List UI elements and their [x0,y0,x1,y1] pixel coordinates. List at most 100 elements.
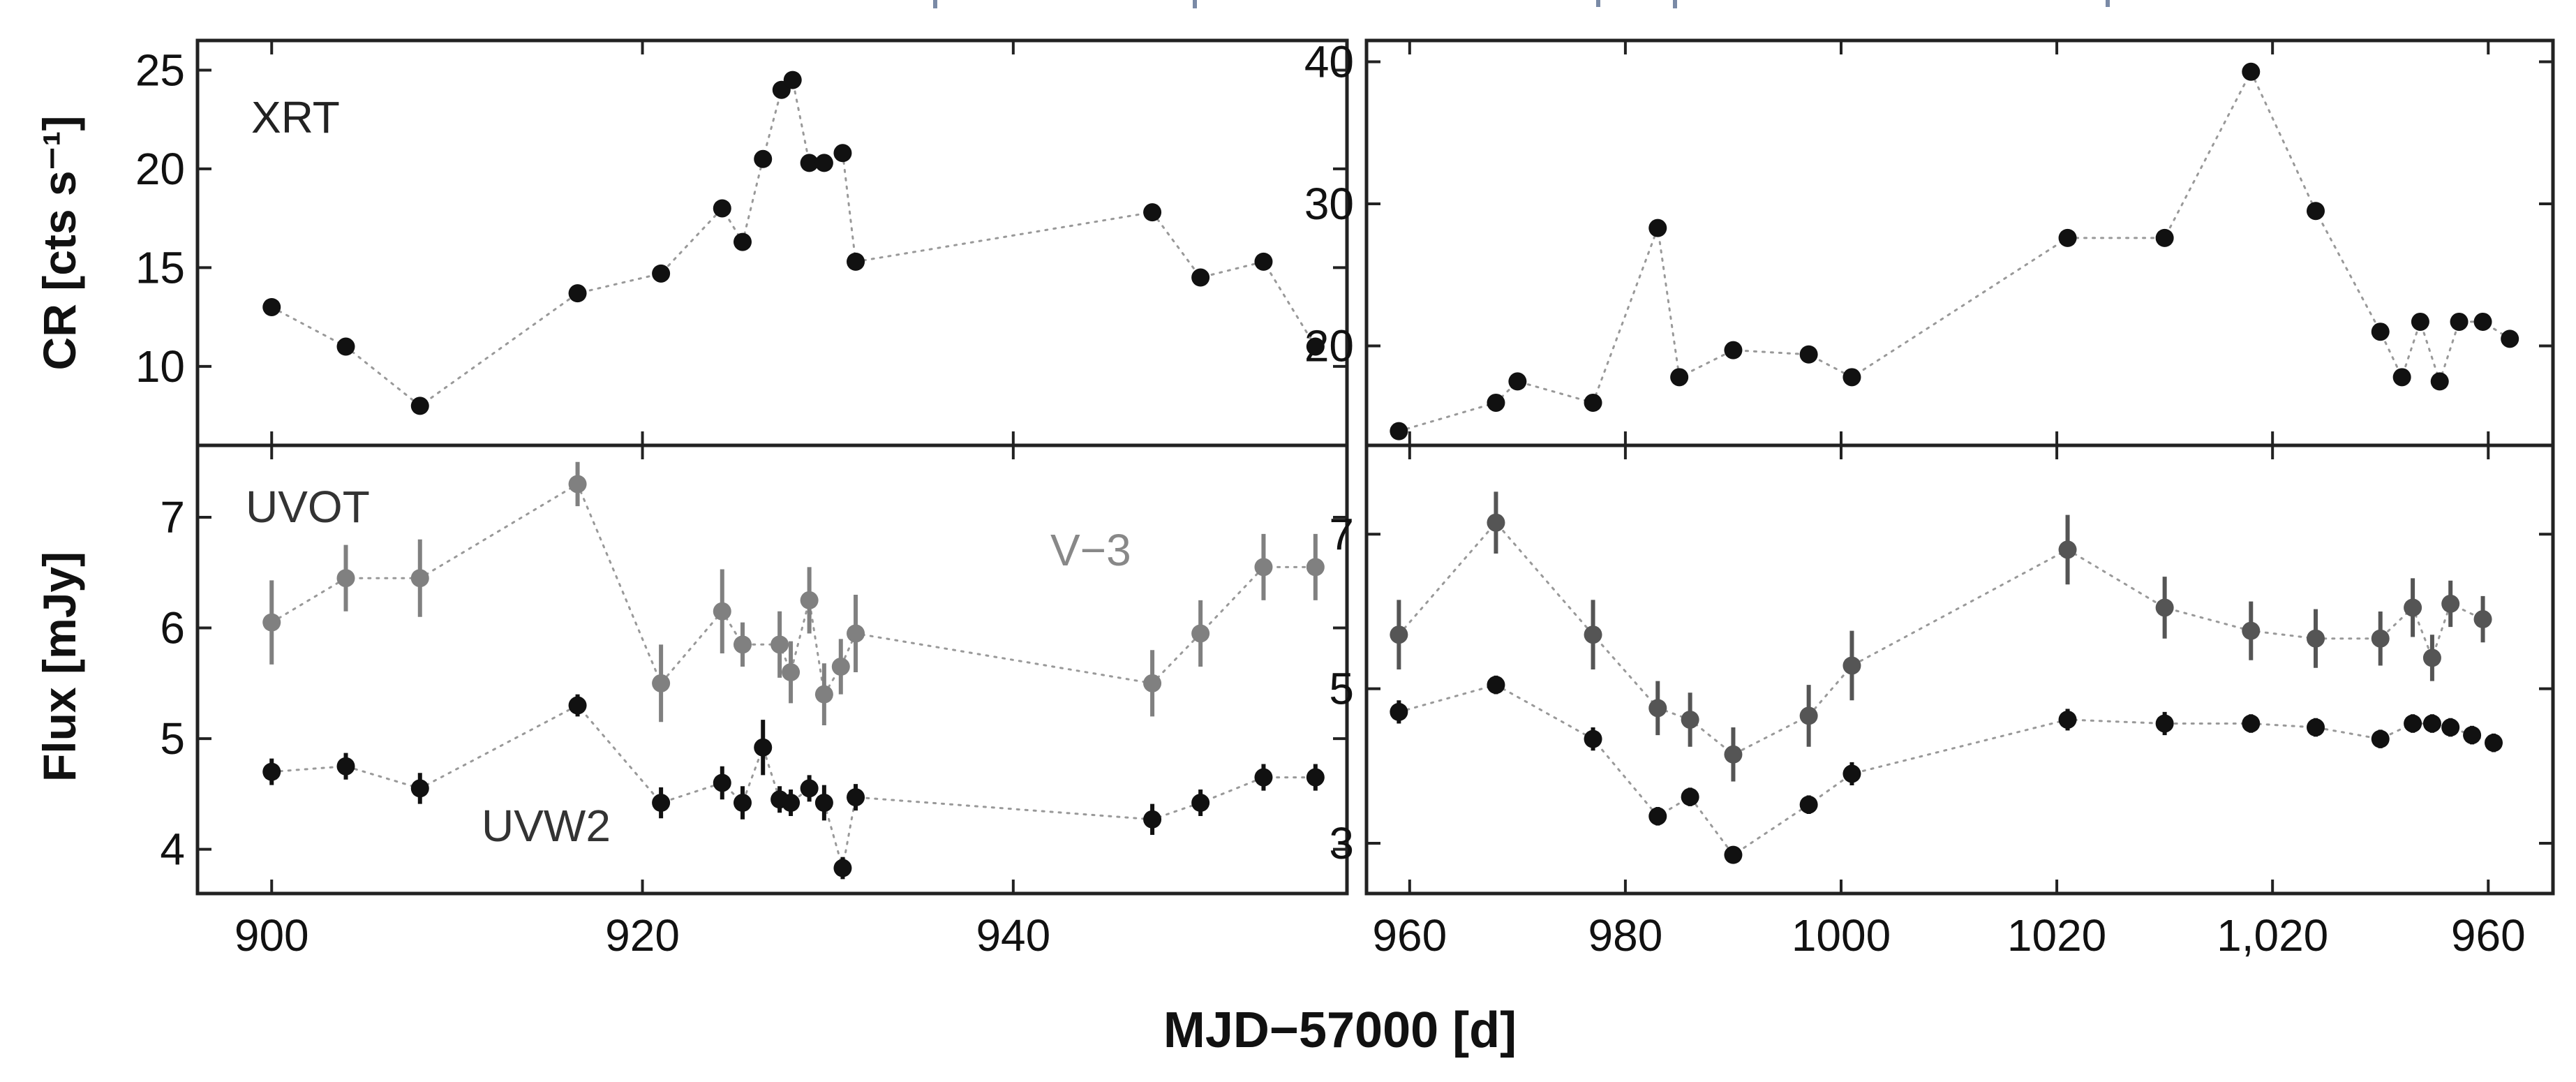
left-bottom-v-minus-3-point [800,591,819,609]
left-bottom-xtick-label-2: 940 [976,910,1050,961]
tick-marks [198,40,2553,894]
left-top-xrt-point [410,397,429,415]
left-bottom-v-minus-3-point [782,662,801,681]
left-top-xrt-point [262,297,281,316]
right-top-frame [1364,38,2555,447]
left-bottom-v-minus-3-point [568,475,587,494]
left-top-xrt-point [800,154,819,172]
left-bottom-v-minus-3-point [1306,558,1325,577]
right-top-xrt-point [2371,323,2390,341]
left-bottom-v-minus-3-connector [270,482,1317,698]
right-bottom-uvw2-connector [1397,683,2495,857]
right-bottom-uvw2-point [1724,845,1743,864]
right-top-xrt-point [1842,368,1861,387]
left-bottom-xtick-label-1: 920 [605,910,680,961]
left-bottom-ytick-label-3: 7 [160,492,185,542]
left-bottom-v-minus-3-point [1254,558,1273,577]
left-top-xrt-point [568,284,587,303]
right-top-xrt-point [2242,62,2261,81]
right-top-ytick-label-2: 40 [1304,37,1354,87]
right-bottom-v-minus-3-point [2307,629,2325,648]
left-bottom-ytick-label-0: 4 [160,824,185,875]
data-points [262,62,2519,877]
uvot-label: UVOT [246,482,370,532]
left-bottom-uvw2-point [336,757,355,776]
right-bottom-v-minus-3-point [2371,629,2390,648]
left-bottom-uvw2-point [1306,768,1325,787]
right-bottom-uvw2-point [1390,702,1408,721]
left-bottom-v-minus-3-point [652,674,671,692]
right-bottom-v-minus-3-point [2473,610,2492,629]
right-bottom-uvw2-point [2371,729,2390,748]
connector-lines [270,69,2511,868]
left-bottom-uvw2-point [262,762,281,781]
right-bottom-xtick-label-1: 980 [1588,910,1663,961]
right-bottom-uvw2-point [2441,718,2460,737]
right-bottom-ytick-label-2: 7 [1329,509,1354,559]
left-top-xrt-point [1254,252,1273,271]
right-bottom-uvw2-point [1648,807,1667,826]
y-axis-title-top: CR [cts s⁻¹] [33,116,85,371]
right-bottom-v-minus-3-point [1390,625,1408,644]
left-bottom-v-minus-3-point [733,635,752,654]
left-top-frame [195,38,1349,447]
right-top-xrt-point [2411,312,2429,331]
left-bottom-v-minus-3-point [770,635,789,654]
left-bottom-uvw2-point [713,773,731,792]
right-bottom-v-minus-3-point [2155,598,2174,617]
right-top-xrt-point [1648,218,1667,237]
y-axis-title-bottom: Flux [mJy] [33,551,85,782]
left-bottom-uvw2-point [1143,810,1162,829]
left-top-xrt-connector [270,77,1317,408]
right-bottom-v-minus-3-point [1724,745,1743,764]
right-bottom-uvw2-point [1842,764,1861,783]
right-bottom-uvw2-point [2242,714,2261,733]
left-bottom-uvw2-point [652,794,671,813]
left-bottom-v-minus-3-point [814,685,833,704]
left-top-xrt-point [783,71,802,89]
right-bottom-v-minus-3-point [2422,649,2441,667]
left-bottom-uvw2-point [754,738,773,757]
left-top-xrt-point [833,144,852,163]
left-top-xrt-point [814,154,833,172]
right-bottom-v-minus-3-point [1842,656,1861,675]
left-top-ytick-label-3: 25 [135,45,185,95]
left-bottom-uvw2-point [833,859,852,877]
right-top-xrt-point [1390,422,1408,440]
left-top-xrt-point [336,337,355,356]
right-bottom-v-minus-3-point [1487,513,1505,532]
left-top-xrt-point [754,149,773,168]
right-bottom-v-minus-3-point [1681,710,1699,729]
left-bottom-v-minus-3-point [831,658,850,676]
left-bottom-v-minus-3-point [1143,674,1162,692]
xrt-label: XRT [251,92,340,142]
left-top-ytick-label-0: 10 [135,341,185,392]
right-top-xrt-connector [1397,69,2511,433]
right-top-xrt-point [2450,312,2469,331]
right-bottom-uvw2-point [2463,726,2482,745]
left-bottom-v-minus-3-point [262,613,281,632]
right-bottom-uvw2-point [1681,787,1699,806]
left-top-xrt-point [1191,268,1210,287]
right-top-xrt-point [1799,345,1818,364]
right-bottom-uvw2-point [2155,714,2174,733]
left-top-xrt-point [733,232,752,251]
right-bottom-v-minus-3-point [1799,706,1818,725]
left-bottom-uvw2-point [800,779,819,798]
right-top-ytick-label-1: 30 [1304,179,1354,229]
left-bottom-uvw2-point [1254,768,1273,787]
left-bottom-frame [195,443,1349,896]
right-bottom-uvw2-point [2422,714,2441,733]
right-bottom-xtick-label-2: 1000 [1792,910,1891,961]
right-bottom-v-minus-3-point [1584,625,1602,644]
right-bottom-xtick-label-3: 1020 [2007,910,2106,961]
right-bottom-uvw2-point [2307,718,2325,737]
right-top-xrt-point [2430,372,2449,391]
right-top-xrt-point [2392,368,2411,387]
right-top-xrt-point [2058,228,2077,247]
left-top-xrt-point [1306,337,1325,356]
left-bottom-uvw2-point [1191,794,1210,813]
right-top-xrt-point [2155,228,2174,247]
right-bottom-ytick-label-1: 5 [1329,664,1354,714]
